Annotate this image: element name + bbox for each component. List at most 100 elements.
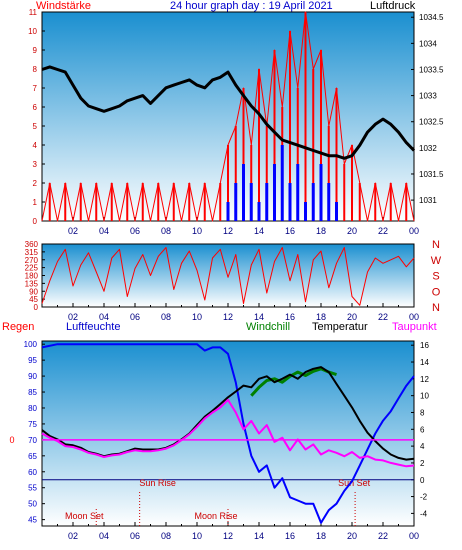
wind-tick-label: 11 — [29, 8, 38, 17]
wind-tick-label: 4 — [33, 141, 38, 150]
humidity-tick-label: 85 — [28, 388, 37, 397]
windchill-series-line — [250, 367, 337, 397]
wind-tick-label: 6 — [33, 103, 38, 112]
wind-tick-label: 0 — [33, 217, 38, 226]
x-tick-label: 16 — [285, 312, 295, 322]
x-tick-label: 10 — [192, 226, 202, 236]
x-tick-label: 22 — [378, 531, 388, 541]
temperature-tick-label: -4 — [420, 509, 428, 518]
wind-axis-title: Windstärke — [36, 0, 92, 12]
humidity-tick-label: 70 — [28, 436, 37, 445]
humidity-tick-label: 45 — [28, 516, 37, 525]
x-tick-label: 20 — [347, 531, 357, 541]
pressure-axis-title: Luftdruck — [370, 0, 416, 12]
wind-tick-label: 5 — [33, 122, 38, 131]
wind-tick-label: 10 — [28, 27, 37, 36]
rain-value: 0 — [9, 435, 14, 445]
humidity-tick-label: 100 — [24, 340, 38, 349]
x-tick-label: 02 — [68, 531, 78, 541]
wind-series-line — [41, 11, 415, 222]
x-tick-label: 14 — [254, 226, 264, 236]
wind-tick-label: 1 — [33, 198, 38, 207]
direction-tick-label: 135 — [25, 279, 39, 288]
temperature-tick-label: -2 — [420, 493, 428, 502]
pressure-tick-label: 1034 — [419, 39, 437, 48]
x-tick-label: 06 — [130, 531, 140, 541]
direction-tick-label: 225 — [25, 264, 39, 273]
humidity-tick-label: 55 — [28, 484, 37, 493]
direction-tick-label: 270 — [25, 256, 39, 265]
temperature-tick-label: 10 — [420, 392, 429, 401]
x-tick-label: 00 — [409, 531, 419, 541]
x-tick-label: 08 — [161, 226, 171, 236]
windchill-label: Windchill — [246, 321, 291, 333]
x-tick-label: 04 — [99, 226, 109, 236]
direction-tick-label: 180 — [25, 272, 39, 281]
x-tick-label: 18 — [316, 531, 326, 541]
temperature-tick-label: 4 — [420, 442, 425, 451]
dewpoint-series-line — [41, 398, 415, 468]
temperature-tick-label: 12 — [420, 375, 429, 384]
compass-label: N — [432, 239, 440, 251]
direction-tick-label: 45 — [29, 295, 38, 304]
x-tick-label: 08 — [161, 312, 171, 322]
x-tick-label: 12 — [223, 531, 233, 541]
dewpoint-label: Taupunkt — [392, 321, 437, 333]
direction-tick-label: 315 — [25, 248, 39, 257]
compass-label: S — [432, 271, 439, 283]
humidity-tick-label: 60 — [28, 468, 37, 477]
sun-set-label: Sun Set — [338, 478, 371, 488]
x-tick-label: 10 — [192, 312, 202, 322]
humidity-tick-label: 50 — [28, 500, 37, 509]
pressure-tick-label: 1032.5 — [419, 118, 444, 127]
x-tick-label: 02 — [68, 312, 78, 322]
sun-rise-label: Sun Rise — [139, 478, 176, 488]
humidity-tick-label: 95 — [28, 356, 37, 365]
humidity-tick-label: 75 — [28, 420, 37, 429]
temperature-humidity-plot — [41, 340, 415, 527]
x-tick-label: 18 — [316, 226, 326, 236]
direction-tick-label: 0 — [34, 303, 39, 312]
pressure-tick-label: 1033.5 — [419, 65, 444, 74]
page-title: 24 hour graph day : 19 April 2021 — [170, 0, 333, 12]
x-tick-label: 04 — [99, 531, 109, 541]
x-tick-label: 18 — [316, 312, 326, 322]
x-tick-label: 20 — [347, 312, 357, 322]
x-tick-label: 06 — [130, 312, 140, 322]
compass-label: W — [431, 255, 442, 267]
x-tick-label: 14 — [254, 312, 264, 322]
x-tick-label: 22 — [378, 226, 388, 236]
x-tick-label: 22 — [378, 312, 388, 322]
x-tick-label: 12 — [223, 312, 233, 322]
pressure-series-line — [41, 65, 416, 160]
humidity-tick-label: 65 — [28, 452, 37, 461]
humidity-label: Luftfeuchte — [66, 321, 121, 333]
wind-tick-label: 9 — [33, 46, 38, 55]
rain-label: Regen — [2, 321, 35, 333]
pressure-tick-label: 1031.5 — [419, 170, 444, 179]
pressure-tick-label: 1034.5 — [419, 13, 444, 22]
x-tick-label: 06 — [130, 226, 140, 236]
wind-tick-label: 7 — [33, 84, 38, 93]
direction-tick-label: 360 — [25, 240, 39, 249]
temperature-tick-label: 0 — [420, 476, 425, 485]
wind-tick-label: 3 — [33, 160, 38, 169]
x-tick-label: 08 — [161, 531, 171, 541]
temperature-tick-label: 16 — [420, 341, 429, 350]
x-tick-label: 16 — [285, 226, 295, 236]
temperature-tick-label: 2 — [420, 459, 425, 468]
moon-set-label: Moon Set — [65, 511, 104, 521]
temperature-tick-label: 8 — [420, 408, 425, 417]
x-tick-label: 10 — [192, 531, 202, 541]
humidity-tick-label: 90 — [28, 372, 37, 381]
direction-series-line — [41, 247, 415, 306]
x-tick-label: 04 — [99, 312, 109, 322]
x-tick-label: 14 — [254, 531, 264, 541]
temperature-tick-label: 14 — [420, 358, 429, 367]
moon-rise-label: Moon Rise — [194, 511, 237, 521]
temperature-label: Temperatur — [312, 321, 368, 333]
x-tick-label: 12 — [223, 226, 233, 236]
pressure-tick-label: 1032 — [419, 144, 437, 153]
